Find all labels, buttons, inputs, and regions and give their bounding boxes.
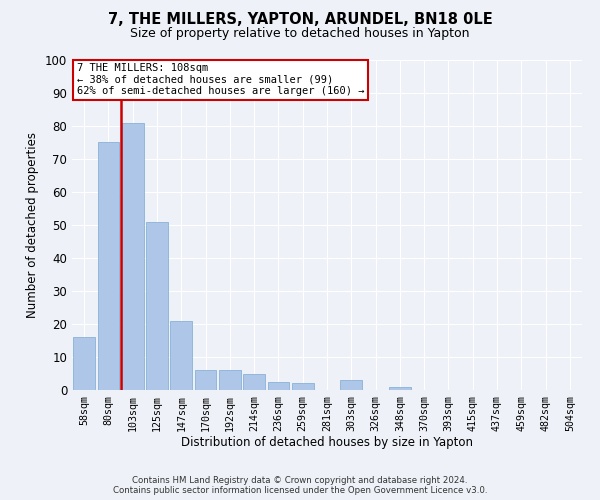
Text: 7, THE MILLERS, YAPTON, ARUNDEL, BN18 0LE: 7, THE MILLERS, YAPTON, ARUNDEL, BN18 0L… [107, 12, 493, 28]
Bar [219, 370, 241, 390]
Bar [122, 122, 143, 390]
X-axis label: Distribution of detached houses by size in Yapton: Distribution of detached houses by size … [181, 436, 473, 450]
Bar [194, 370, 217, 390]
Text: Size of property relative to detached houses in Yapton: Size of property relative to detached ho… [130, 28, 470, 40]
Bar [73, 337, 95, 390]
Text: 7 THE MILLERS: 108sqm
← 38% of detached houses are smaller (99)
62% of semi-deta: 7 THE MILLERS: 108sqm ← 38% of detached … [77, 64, 365, 96]
Bar [389, 386, 411, 390]
Bar [340, 380, 362, 390]
Bar [268, 382, 289, 390]
Bar [146, 222, 168, 390]
Y-axis label: Number of detached properties: Number of detached properties [26, 132, 40, 318]
Text: Contains HM Land Registry data © Crown copyright and database right 2024.
Contai: Contains HM Land Registry data © Crown c… [113, 476, 487, 495]
Bar [292, 384, 314, 390]
Bar [97, 142, 119, 390]
Bar [243, 374, 265, 390]
Bar [170, 320, 192, 390]
